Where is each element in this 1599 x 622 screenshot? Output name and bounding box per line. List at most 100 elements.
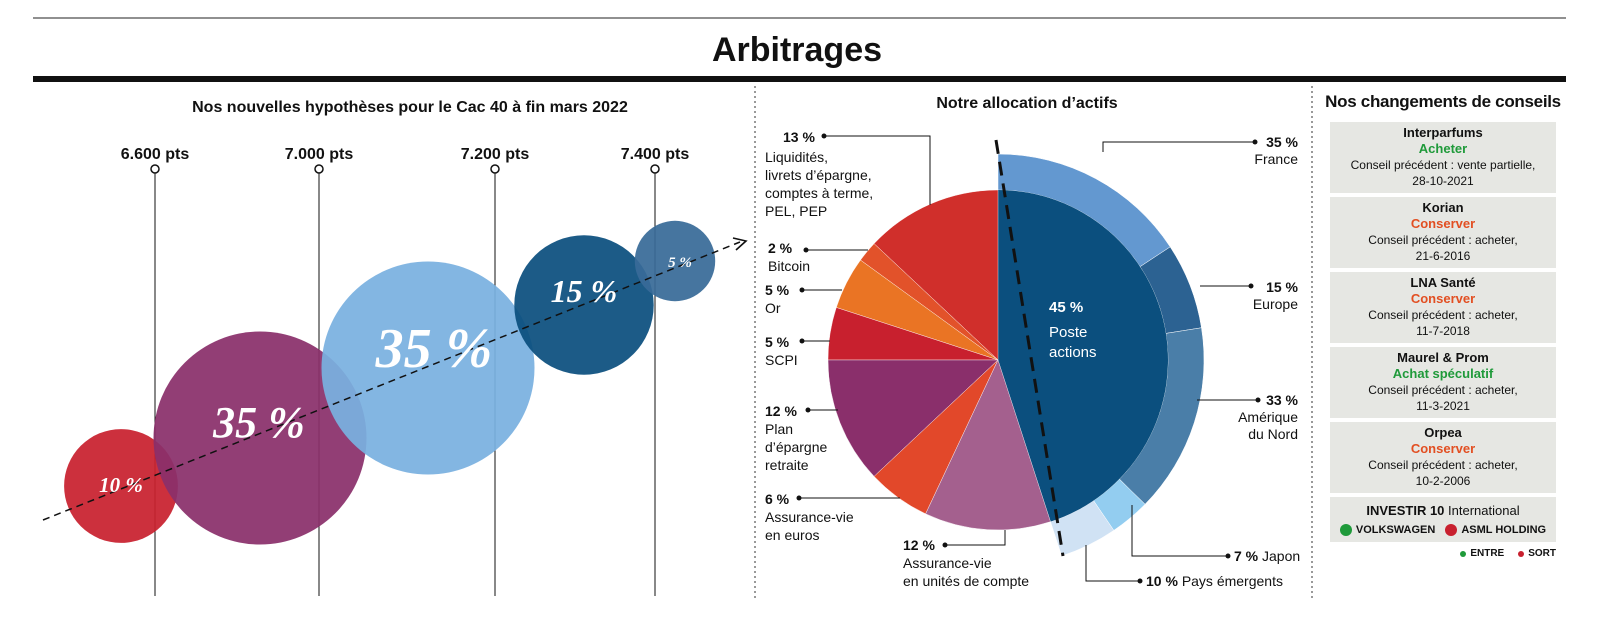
threshold-marker (650, 164, 660, 174)
pie-leader-dot (821, 133, 827, 139)
pie-leader-dot (799, 287, 805, 293)
breakdown-pct: 35 % (1266, 134, 1298, 150)
pie-slice-label: Assurance-vie (765, 509, 854, 525)
advice-action: Achat spéculatif (1392, 366, 1494, 381)
legend-entre-label: ENTRE (1470, 548, 1505, 559)
advice-card: Orpea Conserver Conseil précédent : achete… (1330, 422, 1556, 493)
pie-slice (925, 359, 1051, 531)
breakdown-leader-dot (1255, 397, 1261, 403)
bubble (64, 429, 178, 543)
bubble-label: 5 % (668, 255, 692, 271)
bubble-label: 10 % (99, 473, 143, 497)
leaving-stock: ASML HOLDING (1445, 524, 1546, 536)
breakdown-name: Japon (1262, 548, 1300, 564)
pie-slice-pct: 6 % (765, 491, 790, 507)
advice-action: Conserver (1410, 216, 1476, 231)
pie-split-dashed-line (994, 139, 1065, 557)
advice-card: LNA Santé Conserver Conseil précédent : ac… (1330, 272, 1556, 343)
international-items: VOLKSWAGEN ASML HOLDING (1334, 524, 1552, 536)
advice-card: Interparfums Acheter Conseil précédent : v… (1330, 122, 1556, 193)
company-name: Orpea (1424, 425, 1462, 440)
company-name: Korian (1422, 200, 1464, 215)
previous-advice-date: 10-2-2006 (1415, 474, 1471, 488)
pie-slice-label: en euros (765, 527, 819, 543)
pie-slice-label: Bitcoin (768, 258, 810, 274)
pie-slice-label: d’épargne (765, 439, 827, 455)
advice-action: Acheter (1418, 141, 1468, 156)
trend-arrow (42, 241, 741, 521)
leaving-dot-icon (1445, 524, 1458, 536)
previous-advice: Conseil précédent : vente partielle, (1350, 158, 1536, 172)
breakdown-name: Amérique (1238, 409, 1298, 425)
threshold-marker (150, 164, 160, 174)
breakdown-pct: 10 % (1146, 573, 1178, 589)
pie-slice-pct: 5 % (765, 334, 790, 350)
pie-slice-pct: 12 % (903, 537, 935, 553)
legend-sort-label: SORT (1528, 548, 1556, 559)
breakdown-leader-dot (1225, 553, 1231, 559)
bubble (634, 220, 716, 302)
breakdown-label: 7 % Japon (1234, 548, 1300, 564)
previous-advice: Conseil précédent : acheter, (1368, 458, 1518, 472)
bubble-label: 35 % (212, 398, 305, 447)
pie-slice-pct: 13 % (783, 129, 815, 145)
previous-advice-date: 28-10-2021 (1412, 174, 1474, 188)
cac40-bubble-chart: Nos nouvelles hypothèses pour le Cac 40 … (42, 99, 748, 596)
breakdown-name: Europe (1253, 296, 1298, 312)
company-name: Maurel & Prom (1397, 350, 1489, 365)
breakdown-leader-line (1131, 505, 1228, 557)
entering-stock: VOLKSWAGEN (1339, 524, 1436, 536)
legend-sort-dot-icon (1518, 550, 1525, 557)
advice-panel-title: Nos changements de conseils (1325, 92, 1561, 111)
pie-leader-dot (799, 338, 805, 344)
leaving-stock-name: ASML HOLDING (1461, 524, 1547, 536)
threshold-marker (314, 164, 324, 174)
breakdown-leader-line (1085, 545, 1140, 582)
pie-slice (827, 359, 999, 477)
threshold-marker (490, 164, 500, 174)
legend-entre-dot-icon (1460, 550, 1467, 557)
breakdown-leader-line (1102, 141, 1255, 152)
legend-sort: SORT (1518, 548, 1556, 559)
pie-leader-line (945, 530, 1006, 546)
pie-slice-pct: 12 % (765, 403, 797, 419)
advice-card: Korian Conserver Conseil précédent : achet… (1330, 197, 1556, 268)
pie-slice-label: Or (765, 300, 781, 316)
breakdown-leader-dot (1248, 283, 1254, 289)
entre-sort-legend: ENTRE SORT (1330, 548, 1556, 559)
advice-card: Maurel & Prom Achat spéculatif Conseil pré… (1330, 347, 1556, 418)
previous-advice-date: 21-6-2016 (1415, 249, 1471, 263)
pie-slice (873, 189, 999, 361)
previous-advice: Conseil précédent : acheter, (1368, 383, 1518, 397)
advice-action: Conserver (1410, 441, 1476, 456)
pie-slice-label: SCPI (765, 352, 798, 368)
advice-changes-panel: Nos changements de conseils Interparfums… (1322, 86, 1564, 559)
pie-center-label-line2: actions (1049, 344, 1097, 361)
pie-slice-label: en unités de compte (903, 573, 1029, 589)
threshold-label: 6.600 pts (121, 146, 190, 163)
breakdown-name: Pays émergents (1182, 573, 1283, 589)
pie-leader-dot (796, 495, 802, 501)
pie-slice-label: Plan (765, 421, 793, 437)
breakdown-pct: 15 % (1266, 279, 1298, 295)
pie-leader-dot (942, 542, 948, 548)
pie-slice-label: livrets d’épargne, (765, 167, 872, 183)
pie-slice-label: comptes à terme, (765, 185, 873, 201)
international-label: International (1448, 503, 1520, 518)
bubble (321, 261, 535, 475)
pie-leader-dot (803, 247, 809, 253)
breakdown-leader-dot (1137, 578, 1143, 584)
pie-slice-label: retraite (765, 457, 809, 473)
bubble-label: 35 % (375, 318, 493, 380)
pie-slice-label: Liquidités, (765, 149, 828, 165)
asset-allocation-pie-chart: Notre allocation d’actifs 45 % Poste act… (765, 95, 1300, 589)
pie-slice-label: Assurance-vie (903, 555, 992, 571)
breakdown-name: du Nord (1248, 426, 1298, 442)
previous-advice: Conseil précédent : acheter, (1368, 308, 1518, 322)
breakdown-pct: 7 % (1234, 548, 1259, 564)
breakdown-leader-dot (1252, 139, 1258, 145)
pie-chart-title: Notre allocation d’actifs (936, 95, 1117, 112)
pie-slice-pct: 5 % (765, 282, 790, 298)
entering-stock-name: VOLKSWAGEN (1355, 524, 1436, 536)
company-name: LNA Santé (1410, 275, 1476, 290)
